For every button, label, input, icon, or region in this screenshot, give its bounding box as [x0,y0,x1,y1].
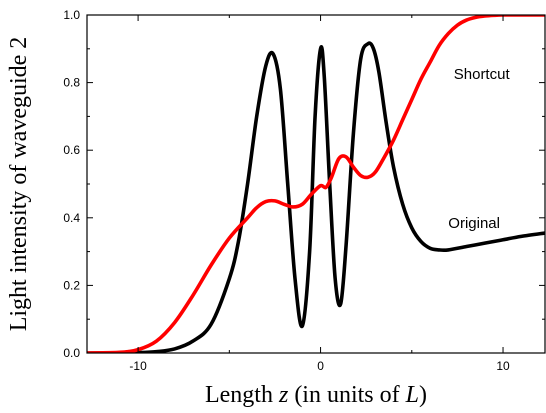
y-tick-label: 0.8 [63,76,80,90]
y-tick-label: 1.0 [63,8,80,22]
y-tick-label: 0.6 [63,143,80,157]
y-tick-label: 0.0 [63,346,80,360]
series-line-original [87,41,545,353]
series-label-original: Original [448,215,500,232]
y-tick-label: 0.4 [63,211,80,225]
x-tick-label: -10 [129,359,147,373]
series-label-shortcut: Shortcut [454,66,511,83]
x-tick-label: 10 [496,359,510,373]
x-axis-title: Length z (in units of L) [205,382,427,408]
y-tick-label: 0.2 [63,278,80,292]
x-tick-label: 0 [317,359,324,373]
plot-area [87,15,545,353]
axes: -10 0 10 0.0 0.2 0.4 0.6 0.8 1.0 Shortcut Original [63,8,546,373]
series-line-shortcut [87,15,545,353]
y-axis-title: Light intensity of waveguide 2 [6,37,32,332]
